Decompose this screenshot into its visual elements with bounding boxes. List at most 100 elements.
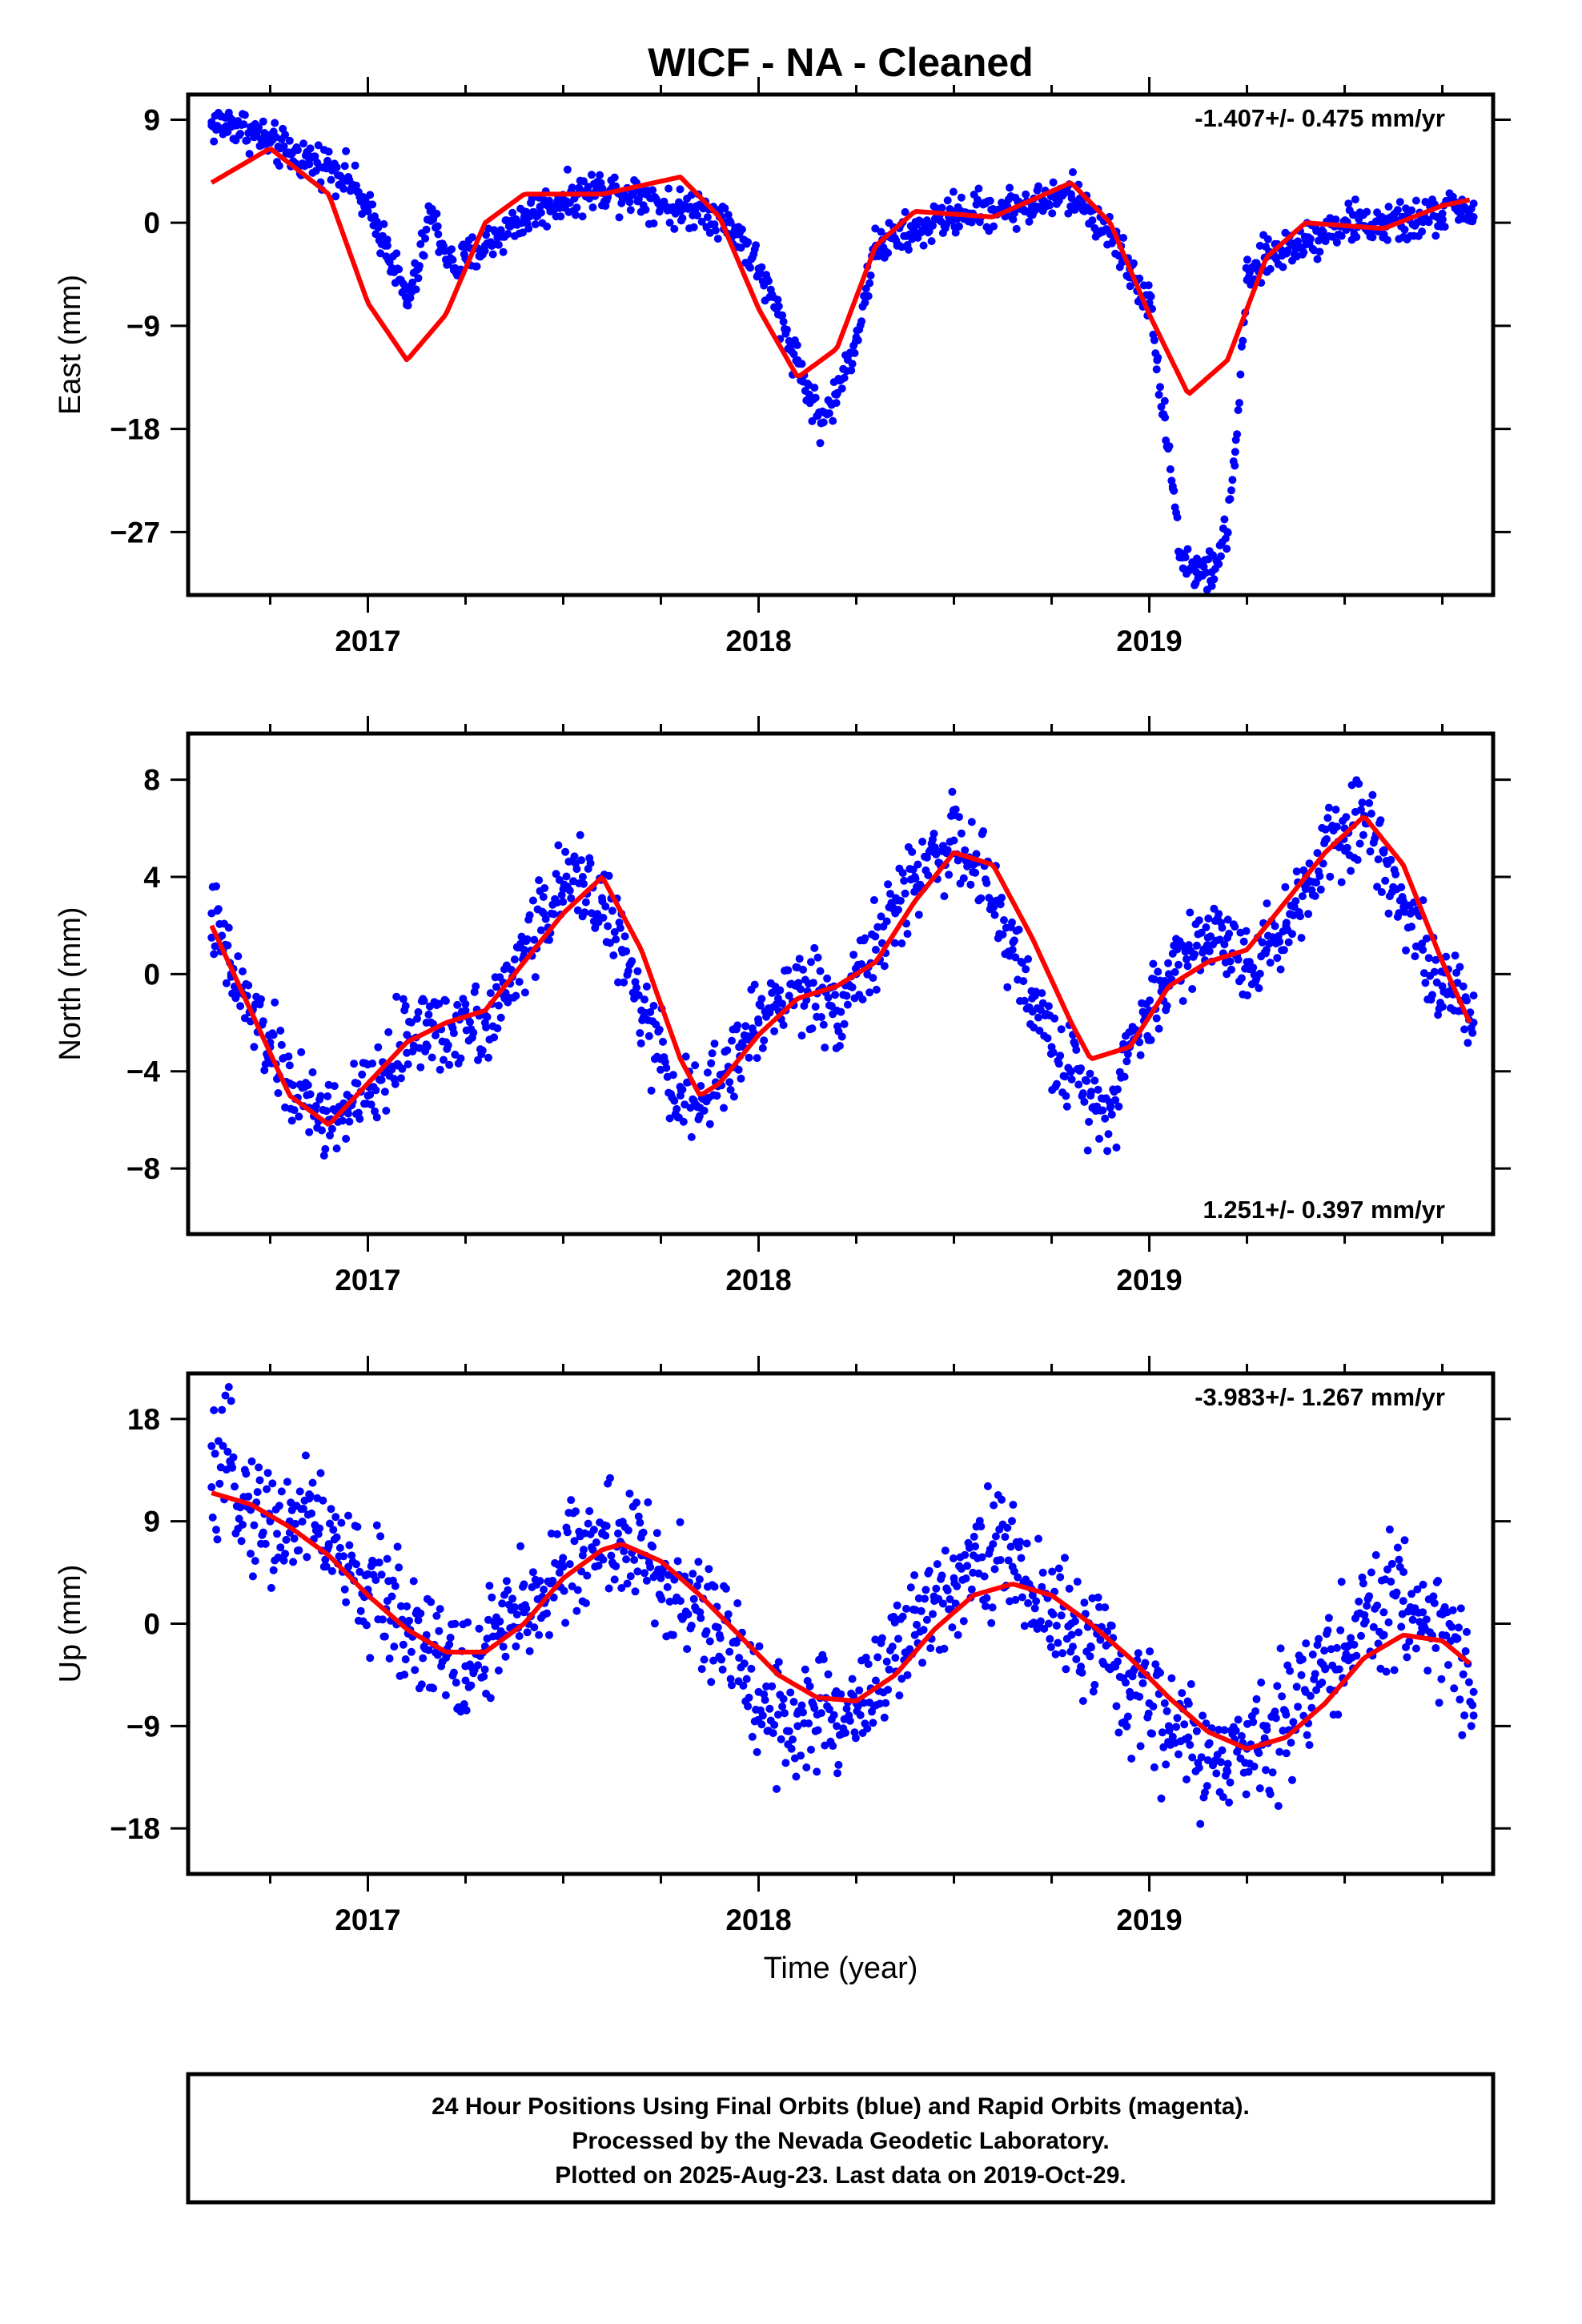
- data-point: [403, 1031, 412, 1039]
- data-point: [753, 1054, 761, 1063]
- data-point: [1014, 925, 1023, 934]
- data-point: [1095, 1602, 1103, 1611]
- data-point: [449, 1668, 458, 1677]
- data-point: [358, 1070, 367, 1079]
- data-point: [702, 1627, 711, 1635]
- data-point: [1418, 939, 1427, 948]
- data-point: [363, 1092, 372, 1100]
- data-point: [1047, 1608, 1056, 1617]
- data-point: [951, 228, 960, 237]
- data-point: [850, 348, 859, 357]
- data-point: [1024, 955, 1033, 963]
- data-point: [1123, 1050, 1132, 1059]
- data-point: [669, 1071, 677, 1080]
- data-point: [1178, 1689, 1186, 1698]
- data-point: [852, 333, 861, 342]
- data-point: [1172, 1723, 1181, 1731]
- data-point: [235, 1514, 243, 1523]
- data-point: [1292, 1683, 1301, 1691]
- data-point: [442, 1654, 451, 1663]
- data-point: [1176, 550, 1185, 559]
- data-point: [793, 1722, 802, 1731]
- data-point: [620, 932, 629, 941]
- data-point: [1223, 933, 1232, 942]
- data-point: [809, 979, 817, 987]
- data-point: [1358, 1573, 1367, 1582]
- data-point: [1331, 806, 1340, 814]
- data-point: [1009, 215, 1018, 223]
- data-point: [1066, 1619, 1075, 1628]
- data-point: [413, 1015, 421, 1023]
- data-point: [1218, 923, 1227, 932]
- data-point: [768, 1682, 777, 1691]
- data-point: [1057, 1025, 1066, 1034]
- data-point: [377, 1570, 386, 1579]
- data-point: [1168, 482, 1177, 491]
- data-point: [1451, 951, 1460, 960]
- data-point: [1243, 255, 1251, 264]
- data-point: [1313, 1641, 1322, 1650]
- data-point: [259, 117, 267, 126]
- data-point: [504, 230, 512, 239]
- data-point: [829, 1742, 837, 1751]
- data-point: [644, 1498, 652, 1506]
- data-point: [861, 1653, 870, 1662]
- data-point: [1160, 396, 1169, 405]
- data-point: [440, 1055, 448, 1064]
- data-point: [344, 172, 353, 181]
- data-point: [894, 1634, 902, 1643]
- data-point: [1054, 1059, 1063, 1068]
- data-point: [1237, 1731, 1246, 1740]
- data-point: [1212, 1769, 1221, 1778]
- data-point: [480, 1672, 488, 1681]
- data-point: [805, 1682, 814, 1691]
- data-point: [1094, 1593, 1102, 1602]
- data-point: [536, 208, 545, 217]
- data-point: [1324, 803, 1333, 812]
- data-point: [972, 850, 981, 858]
- data-point: [520, 946, 528, 955]
- data-point: [588, 1546, 597, 1554]
- x-tick-label: 2019: [1116, 625, 1182, 657]
- data-point: [1022, 190, 1030, 199]
- data-point: [598, 897, 607, 906]
- data-point: [1315, 1634, 1323, 1643]
- data-point: [510, 955, 519, 964]
- data-point: [306, 144, 315, 153]
- data-point: [1342, 813, 1351, 822]
- data-point: [837, 384, 846, 393]
- data-point: [757, 1720, 766, 1729]
- data-point: [416, 239, 425, 248]
- data-point: [888, 1642, 897, 1651]
- data-point: [426, 207, 435, 215]
- data-point: [345, 1541, 354, 1550]
- data-point: [528, 896, 537, 905]
- data-point: [683, 1645, 692, 1654]
- data-point: [1114, 1728, 1123, 1737]
- data-point: [392, 249, 401, 258]
- data-point: [372, 1113, 381, 1122]
- data-point: [987, 1618, 996, 1627]
- data-point: [989, 205, 998, 214]
- data-point: [606, 1474, 614, 1482]
- data-point: [424, 1010, 433, 1019]
- data-point: [1399, 1568, 1408, 1576]
- data-point: [805, 390, 813, 399]
- data-point: [703, 1068, 712, 1077]
- caption-line-2: Processed by the Nevada Geodetic Laborat…: [572, 2128, 1109, 2154]
- data-point: [1011, 953, 1020, 962]
- data-point: [762, 1682, 771, 1691]
- data-point: [1291, 897, 1300, 906]
- data-point: [904, 245, 913, 254]
- data-point: [710, 220, 719, 229]
- model-curve: [211, 1490, 1472, 1751]
- data-point: [914, 911, 923, 919]
- data-point: [1297, 1671, 1306, 1679]
- data-point: [319, 1496, 327, 1505]
- data-point: [276, 1027, 285, 1035]
- data-point: [921, 1594, 929, 1603]
- data-point: [1279, 263, 1287, 271]
- data-point: [419, 1654, 428, 1663]
- plot-frame: [186, 1371, 1496, 1876]
- data-point: [990, 903, 998, 911]
